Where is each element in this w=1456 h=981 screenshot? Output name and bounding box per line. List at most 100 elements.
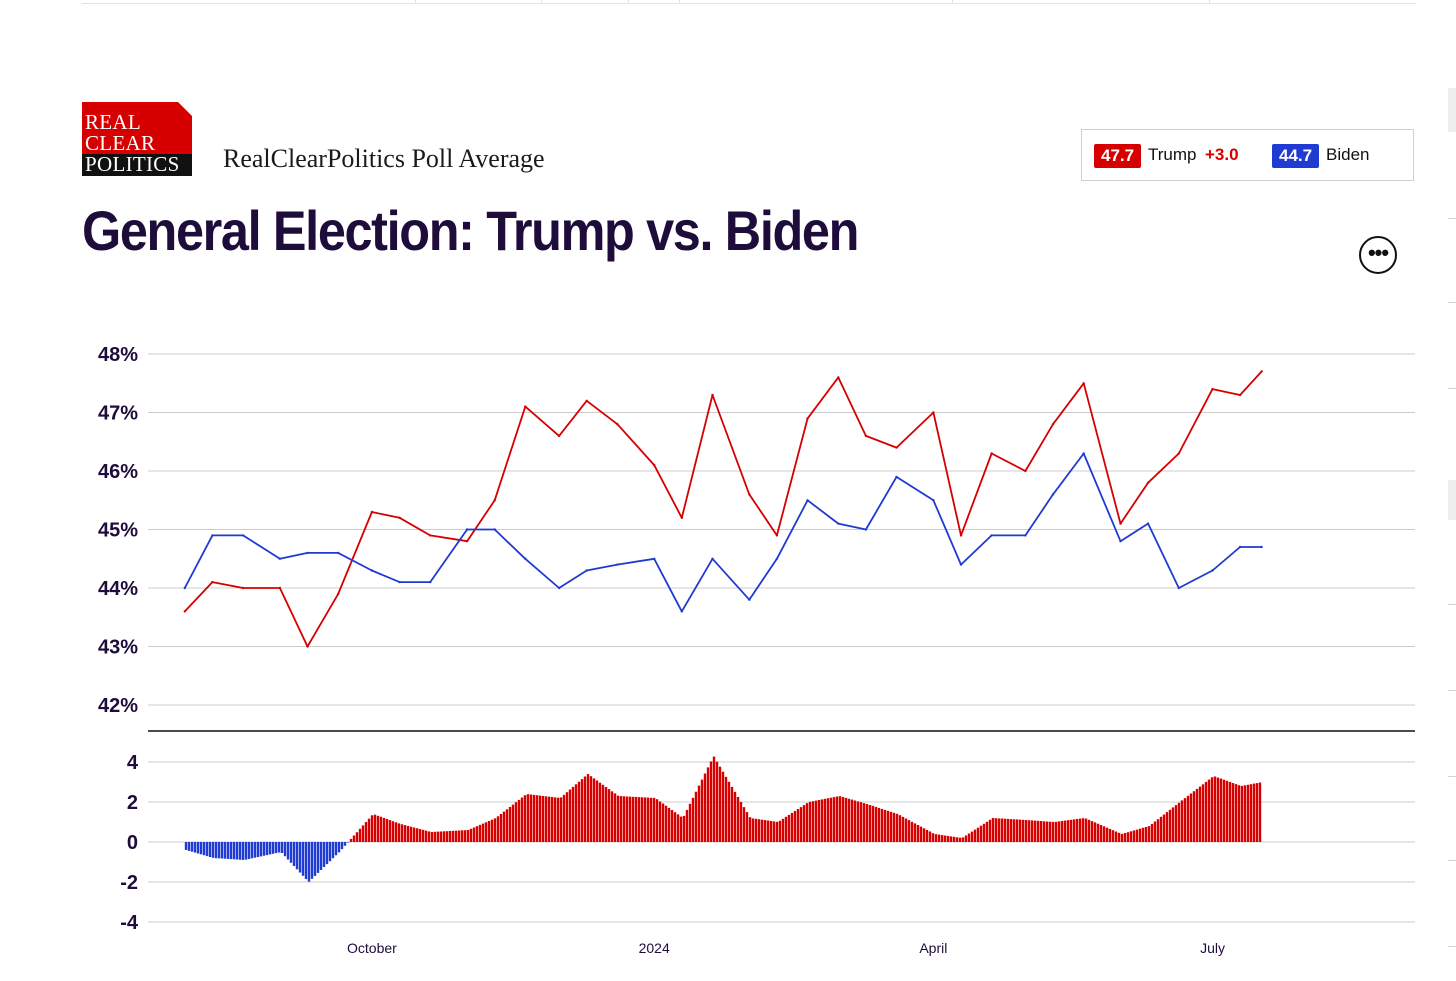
spread-bar [772,821,776,842]
trump-point [1119,522,1122,525]
spread-bar [595,780,599,842]
trump-point [1238,393,1242,397]
trump-point [278,586,282,590]
spread-bar [1243,785,1247,842]
spread-bar [319,842,323,870]
logo-text-line: REAL [85,110,142,134]
spread-bar [916,825,920,842]
spread-bar [640,797,644,842]
spread-bar [817,800,821,842]
spread-bar [478,824,482,842]
spread-bar [283,842,287,857]
spread-bar [484,822,488,842]
spread-bar [538,795,542,842]
biden-legend-label: Biden [1326,145,1370,164]
spread-bar [460,830,464,842]
spread-bar [895,813,899,842]
spread-bar [193,842,197,853]
spread-bar [1240,785,1244,842]
spread-bar [289,842,293,863]
separator-tick [415,0,416,4]
spread-bar [1045,821,1049,842]
rcp-logo[interactable]: REAL CLEAR POLITICS [82,102,192,176]
spread-bar [238,842,242,860]
spread-bar [262,842,266,856]
trump-line [184,370,1263,648]
spread-bar [748,817,752,842]
trump-point [711,393,714,397]
spread-bar [754,818,758,842]
spread-bar [343,842,347,846]
spread-bar [532,794,536,842]
spread-bar [439,831,443,842]
spread-bar [463,830,467,842]
spread-bar [892,812,896,842]
y-tick-label: 47% [98,403,138,425]
more-options-button[interactable]: ••• [1359,236,1397,274]
spread-bar [448,831,452,842]
spread-bar [787,814,791,842]
spread-bar [1009,819,1013,842]
biden-point [711,557,714,560]
spread-bar [940,835,944,842]
spread-bar [625,796,629,842]
spread-bar [1108,828,1112,842]
spread-bar [1231,783,1235,842]
spread-bar [1096,823,1100,842]
biden-point [775,557,779,560]
biden-value-badge: 44.7 [1272,144,1320,168]
spread-bar [1105,827,1109,842]
spread-bar [742,807,746,842]
ellipsis-icon: ••• [1367,240,1389,265]
spread-bar [472,827,476,842]
spread-bar [361,825,365,842]
spread-bar [274,842,278,854]
spread-bar [307,842,311,882]
spread-tick-label: 4 [127,752,139,774]
spread-bar [820,799,824,842]
spread-bar [757,819,761,842]
spread-bar [847,798,851,842]
spread-bar [652,797,656,842]
spread-bar [724,776,728,842]
spread-bar [328,842,332,862]
spread-bar [931,833,935,842]
spread-bar [364,822,368,842]
biden-point [837,522,840,525]
spread-bar [781,818,785,842]
spread-bar [601,784,605,842]
spread-bar [871,805,875,842]
spread-bar [322,842,326,867]
y-tick-label: 44% [98,578,138,600]
spread-bar [499,814,503,842]
trump-point [837,376,840,379]
spread-bar [676,814,680,842]
spread-bar [688,803,692,842]
biden-point [806,499,809,502]
biden-line [184,452,1262,613]
spread-bar [223,842,227,859]
spread-bar [964,835,968,842]
spread-tick-label: -2 [120,872,138,894]
spread-bar [340,842,344,850]
spread-bar [304,842,308,880]
spread-bar [610,791,614,842]
biden-point [465,528,469,531]
spread-bar [1051,821,1055,842]
spread-bar [850,799,854,842]
biden-point [1238,545,1242,549]
spread-bar [721,771,725,842]
biden-point [1119,540,1122,543]
trump-point [748,493,751,496]
spread-bar [907,820,911,842]
spread-bar [1213,776,1217,842]
spread-bar [730,786,734,842]
spread-bar [1015,819,1019,842]
spread-bar [259,842,263,857]
spread-bar [634,796,638,842]
spread-bar [760,819,764,842]
spread-bar [1177,802,1181,842]
spread-bar [628,796,632,842]
trump-point [465,540,469,543]
spread-bar [394,822,398,842]
